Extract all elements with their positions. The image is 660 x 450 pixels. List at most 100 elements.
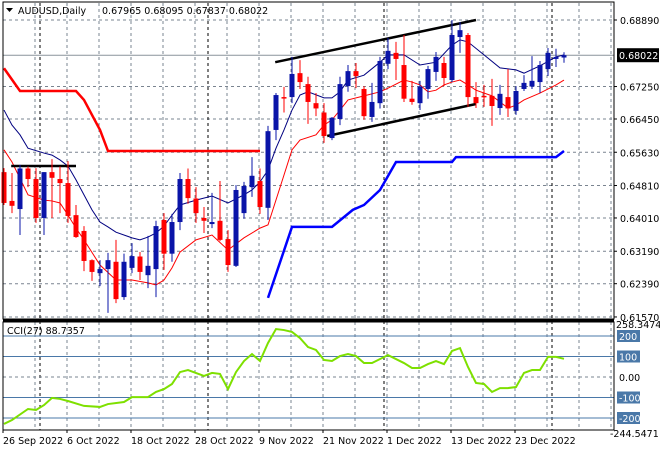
- candle: [209, 192, 215, 229]
- price-tick-label: 0.62390: [620, 280, 659, 291]
- candle-body: [1, 172, 7, 203]
- date-tick-label: 1 Dec 2022: [387, 436, 442, 447]
- candle-body: [257, 181, 263, 208]
- candle-body: [345, 71, 351, 87]
- candle: [225, 230, 231, 272]
- cci-min-label: -244.5471: [610, 429, 659, 440]
- candle: [81, 226, 87, 272]
- candle: [129, 243, 135, 274]
- upper-band-line: [2, 67, 260, 153]
- candle: [257, 168, 263, 214]
- candle: [193, 187, 199, 223]
- candle-body: [145, 265, 151, 276]
- candle: [137, 252, 143, 281]
- candle-body: [241, 185, 247, 214]
- candle-body: [185, 179, 191, 199]
- candle-body: [409, 98, 415, 102]
- candle: [537, 60, 543, 94]
- candle-body: [385, 50, 391, 64]
- candle: [361, 86, 367, 120]
- candle-body: [57, 179, 63, 184]
- candle: [241, 181, 247, 219]
- main-pane-frame: [2, 1, 615, 320]
- price-tick-label: 0.61570: [620, 313, 659, 324]
- candle-body: [17, 168, 23, 210]
- candle: [369, 82, 375, 122]
- candle: [417, 80, 423, 111]
- candle: [337, 76, 343, 126]
- cci-pane-frame: [2, 321, 615, 431]
- grid: [3, 3, 614, 430]
- current-price-label: 0.68022: [619, 51, 658, 62]
- candle-body: [465, 35, 471, 98]
- candle: [1, 168, 7, 205]
- candle-body: [417, 86, 423, 104]
- candle-body: [489, 95, 495, 107]
- candle: [377, 56, 383, 109]
- candle-body: [217, 220, 223, 240]
- candle: [561, 52, 567, 63]
- candle: [545, 47, 551, 76]
- date-tick-label: 13 Dec 2022: [451, 436, 512, 447]
- candle-body: [121, 261, 127, 298]
- date-tick-label: 18 Oct 2022: [131, 436, 190, 447]
- candle: [273, 93, 279, 141]
- candle: [321, 103, 327, 143]
- candle-body: [521, 82, 527, 89]
- candle-body: [233, 189, 239, 266]
- candle: [393, 41, 399, 81]
- candle: [169, 213, 175, 262]
- candle: [161, 213, 167, 270]
- current-price-badge: [617, 48, 659, 63]
- cci-level-label: -200: [619, 414, 641, 425]
- trendline-line: [274, 18, 477, 64]
- cci-level-label: 100: [619, 353, 637, 364]
- candle-body: [193, 198, 199, 214]
- candle-body: [49, 172, 55, 178]
- candle-body: [561, 55, 567, 58]
- candle-body: [369, 101, 375, 117]
- candle-body: [497, 93, 503, 109]
- candle: [49, 159, 55, 218]
- candle: [457, 22, 463, 53]
- candle: [281, 86, 287, 113]
- dropdown-triangle-icon[interactable]: [6, 8, 13, 12]
- candle-body: [113, 261, 119, 300]
- candle-body: [441, 63, 447, 79]
- chart-header[interactable]: AUDUSD,Daily 0.67965 0.68095 0.67837 0.6…: [6, 6, 268, 17]
- candle: [297, 60, 303, 89]
- candle-body: [401, 65, 407, 99]
- candles: [1, 20, 567, 313]
- candle: [489, 78, 495, 126]
- candle-body: [457, 30, 463, 38]
- candle: [345, 65, 351, 92]
- candle: [105, 252, 111, 313]
- cci-label: CCI(27) 88.7357: [7, 326, 85, 337]
- candle-body: [545, 52, 551, 70]
- candle-body: [9, 200, 15, 206]
- candle-body: [297, 73, 303, 83]
- candle-body: [105, 260, 111, 270]
- candle-body: [129, 256, 135, 268]
- candle: [441, 56, 447, 87]
- cci-level-label: 0.00: [619, 373, 640, 384]
- candle-body: [305, 84, 311, 102]
- candle: [513, 86, 519, 115]
- candle: [265, 125, 271, 220]
- candle-body: [89, 260, 95, 272]
- candle-body: [81, 230, 87, 261]
- candle-body: [513, 90, 519, 111]
- candle-body: [329, 117, 335, 139]
- candle-body: [505, 97, 511, 109]
- candle-body: [169, 222, 175, 254]
- candle-body: [537, 65, 543, 83]
- price-tick-label: 0.63190: [620, 247, 659, 258]
- candle: [409, 80, 415, 105]
- cci-max-label: 258.3474: [616, 320, 660, 331]
- candle: [401, 35, 407, 102]
- candle: [289, 56, 295, 104]
- candle: [17, 164, 23, 236]
- candle-body: [313, 103, 319, 109]
- candle-body: [41, 172, 47, 218]
